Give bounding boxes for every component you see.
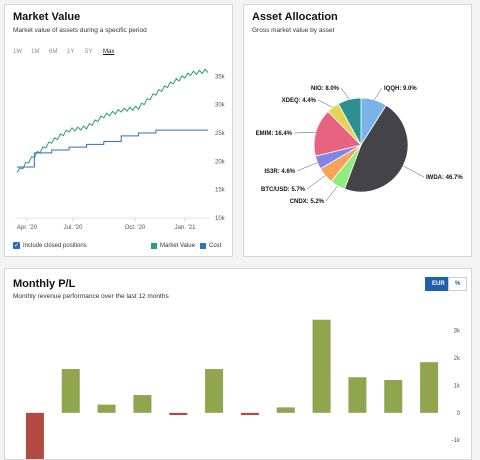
pie-slice-nio[interactable] [337, 97, 362, 146]
monthly-pl-card: Monthly P/L Monthly revenue performance … [4, 268, 472, 460]
y-tick-label: 2k [454, 356, 461, 362]
pie-connector [325, 185, 338, 202]
pie-label: CNDX: 5.2% [290, 199, 325, 205]
range-button-1y[interactable]: 1Y [67, 49, 75, 55]
y-tick-label: 1k [454, 383, 461, 389]
y-tick-label: 35k [215, 74, 226, 80]
pie-connector [293, 131, 316, 134]
pie-label: XDEQ: 4.4% [282, 98, 317, 104]
monthly-pl-subtitle: Monthly revenue performance over the las… [13, 293, 169, 300]
market-value-subtitle: Market value of assets during a specific… [13, 27, 147, 34]
x-tick-label: Jan. '21 [175, 225, 196, 231]
y-tick-label: 10k [215, 216, 226, 222]
pl-bar[interactable] [97, 404, 116, 413]
x-tick-label: Apr. '20 [17, 225, 38, 231]
pie-slice-iwda[interactable] [344, 104, 409, 193]
pie-label: IWDA: 46.7% [426, 175, 463, 181]
pie-label: IQQH: 9.0% [384, 86, 417, 92]
pl-bar[interactable] [25, 412, 44, 459]
asset-allocation-card: Asset Allocation Gross market value by a… [243, 4, 472, 257]
range-button-6m[interactable]: 6M [49, 49, 58, 55]
x-tick-label: Jul. '20 [64, 225, 83, 231]
pl-bar[interactable] [133, 395, 152, 413]
range-button-1w[interactable]: 1W [13, 49, 22, 55]
pie-label: BTC/USD: 5.7% [261, 187, 306, 193]
allocation-pie-chart: IQQH: 9.0% IWDA: 46.7% CNDX: 5.2% BTC/USD: … [256, 86, 464, 205]
legend-label: Market Value [160, 243, 195, 249]
market-value-swatch [151, 243, 157, 249]
pl-bar[interactable] [384, 379, 403, 413]
market-value-title: Market Value [13, 11, 81, 23]
pie-connector [340, 87, 350, 100]
market-value-line [16, 68, 209, 173]
asset-allocation-subtitle: Gross market value by asset [252, 27, 335, 34]
cost-line [17, 129, 208, 168]
pl-bar[interactable] [205, 369, 224, 413]
y-tick-label: 25k [215, 131, 226, 137]
y-tick-label: 30k [215, 103, 226, 109]
pl-bar[interactable] [420, 362, 439, 413]
checkbox-icon[interactable]: ✓ [13, 242, 20, 249]
market-value-chart: 35k 30k 25k 20k 15k 10k Apr. '20 Jul. '20 Oct. '… [15, 68, 226, 231]
pie-connector [296, 162, 318, 172]
pie-label: IS3R: 4.6% [264, 169, 295, 175]
pl-bar[interactable] [61, 369, 80, 413]
range-button-max[interactable]: Max [103, 49, 115, 55]
pie-slice-emim[interactable] [313, 110, 362, 157]
y-tick-label: 15k [215, 188, 226, 194]
pie-connector [402, 165, 425, 178]
pl-bar[interactable] [312, 319, 331, 413]
legend-label: Cost [209, 243, 222, 249]
y-tick-label: 20k [215, 159, 226, 165]
monthly-pl-title: Monthly P/L [13, 278, 76, 290]
legend-cost[interactable]: Cost [200, 243, 221, 249]
pl-bar[interactable] [169, 412, 188, 416]
checkbox-label: Include closed positions [23, 242, 87, 249]
y-tick-label: 3k [454, 329, 461, 335]
legend-market-value[interactable]: Market Value [151, 243, 195, 249]
pl-bar[interactable] [276, 407, 295, 413]
range-button-1m[interactable]: 1M [31, 49, 40, 55]
pie-connector [317, 99, 334, 108]
pie-connector [373, 87, 383, 101]
pl-bar[interactable] [348, 377, 367, 413]
y-tick-label: 0 [457, 411, 461, 417]
x-tick-label: Oct. '20 [125, 225, 146, 231]
asset-allocation-title: Asset Allocation [252, 11, 338, 23]
market-value-card: Market Value Market value of assets duri… [4, 4, 233, 257]
percent-toggle-button[interactable]: % [448, 277, 468, 291]
pie-label: EMIM: 16.4% [256, 131, 293, 137]
cost-swatch [200, 243, 206, 249]
range-button-5y[interactable]: 5Y [85, 49, 93, 55]
pl-bar[interactable] [240, 412, 259, 416]
pie-connector [306, 175, 326, 190]
closed-positions-toggle[interactable]: ✓ Include closed positions [13, 242, 87, 249]
pie-label: NIO: 8.0% [311, 86, 340, 92]
y-tick-label: -1k [452, 438, 461, 444]
